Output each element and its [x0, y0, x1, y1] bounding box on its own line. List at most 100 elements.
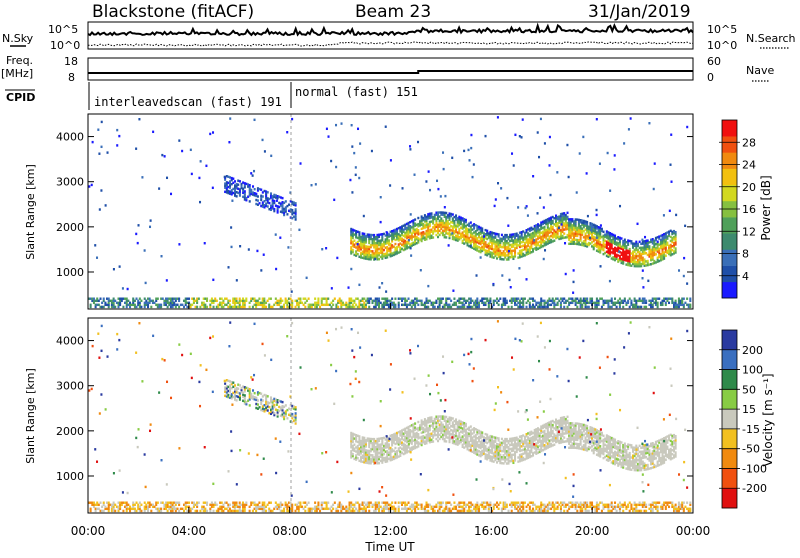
power-cell: [543, 206, 545, 208]
power-cell: [286, 213, 288, 215]
velocity-cell: [401, 504, 403, 506]
power-cell: [607, 152, 609, 154]
velocity-cell: [90, 510, 92, 512]
power-cell: [616, 306, 618, 308]
power-cell: [113, 298, 115, 300]
velocity-cell: [365, 510, 367, 512]
velocity-cell: [291, 504, 293, 506]
power-cell: [326, 128, 328, 130]
velocity-cell: [470, 502, 472, 504]
power-cell: [473, 163, 475, 165]
velocity-cell: [98, 508, 100, 510]
power-cell: [285, 298, 287, 300]
power-cell: [175, 306, 177, 308]
power-cell: [229, 300, 231, 302]
velocity-cell: [332, 504, 334, 506]
power-cell: [514, 134, 516, 136]
power-cell: [410, 247, 412, 249]
velocity-cell: [416, 502, 418, 504]
velocity-cell: [331, 510, 333, 512]
power-cell: [485, 241, 487, 243]
power-cell: [196, 300, 198, 302]
velocity-cell: [257, 403, 259, 405]
power-cell: [140, 300, 142, 302]
power-cell: [339, 298, 341, 300]
velocity-cell: [378, 462, 380, 464]
power-cell: [653, 188, 655, 190]
velocity-cell: [508, 510, 510, 512]
velocity-cell: [245, 502, 247, 504]
power-cell: [598, 300, 600, 302]
power-cell: [394, 243, 396, 245]
power-cell: [406, 300, 408, 302]
power-cell: [170, 193, 172, 195]
velocity-cell: [571, 502, 573, 504]
power-cell: [655, 239, 657, 241]
power-cell: [671, 181, 673, 183]
power-cell: [96, 298, 98, 300]
velocity-cell: [434, 510, 436, 512]
velocity-cell: [499, 502, 501, 504]
nave-tick-bottom: 0: [707, 71, 714, 84]
velocity-cell: [308, 502, 310, 504]
velocity-cell: [255, 510, 257, 512]
power-cell: [431, 212, 433, 214]
power-cell: [328, 135, 330, 137]
power-cell: [402, 187, 404, 189]
power-cell: [497, 116, 499, 118]
power-cell: [276, 200, 278, 202]
power-cell: [239, 298, 241, 300]
power-cell: [591, 298, 593, 300]
power-cell: [567, 306, 569, 308]
power-cell: [666, 242, 668, 244]
power-cell: [378, 306, 380, 308]
power-cell: [553, 300, 555, 302]
power-cell: [443, 168, 445, 170]
velocity-cell: [139, 502, 141, 504]
power-cell: [427, 306, 429, 308]
power-cell: [390, 159, 392, 161]
freq-tick-top: 18: [64, 55, 78, 68]
power-cell: [212, 131, 214, 133]
velocity-cell: [267, 409, 269, 411]
velocity-cell: [122, 510, 124, 512]
power-cell: [108, 306, 110, 308]
power-cell: [198, 177, 200, 179]
velocity-cell: [232, 382, 234, 384]
power-cell: [385, 290, 387, 292]
power-cell: [150, 219, 152, 221]
colorbar-tick-label: 4: [742, 270, 749, 283]
power-cell: [90, 304, 92, 306]
power-cell: [619, 241, 621, 243]
velocity-cell: [689, 502, 691, 504]
velocity-cell: [644, 502, 646, 504]
velocity-cell: [144, 502, 146, 504]
power-cell: [260, 189, 262, 191]
velocity-cell: [222, 510, 224, 512]
velocity-cell: [260, 393, 262, 395]
power-cell: [429, 189, 431, 191]
velocity-cell: [160, 508, 162, 510]
velocity-cell: [668, 506, 670, 508]
velocity-cell: [540, 502, 542, 504]
velocity-cell: [453, 502, 455, 504]
power-cell: [98, 300, 100, 302]
power-cell: [262, 195, 264, 197]
velocity-cell: [629, 502, 631, 504]
velocity-cell: [498, 508, 500, 510]
colorbar-swatch: [722, 152, 737, 168]
velocity-cell: [267, 504, 269, 506]
power-cell: [88, 185, 90, 187]
power-cell: [270, 298, 272, 300]
power-cell: [513, 164, 515, 166]
velocity-cell: [213, 510, 215, 512]
power-cell: [624, 239, 626, 241]
velocity-cell: [580, 502, 582, 504]
power-cell: [409, 145, 411, 147]
velocity-cell: [196, 510, 198, 512]
velocity-cell: [383, 453, 385, 455]
velocity-cell: [126, 510, 128, 512]
power-cell: [683, 275, 685, 277]
power-cell: [217, 306, 219, 308]
power-cell: [378, 298, 380, 300]
